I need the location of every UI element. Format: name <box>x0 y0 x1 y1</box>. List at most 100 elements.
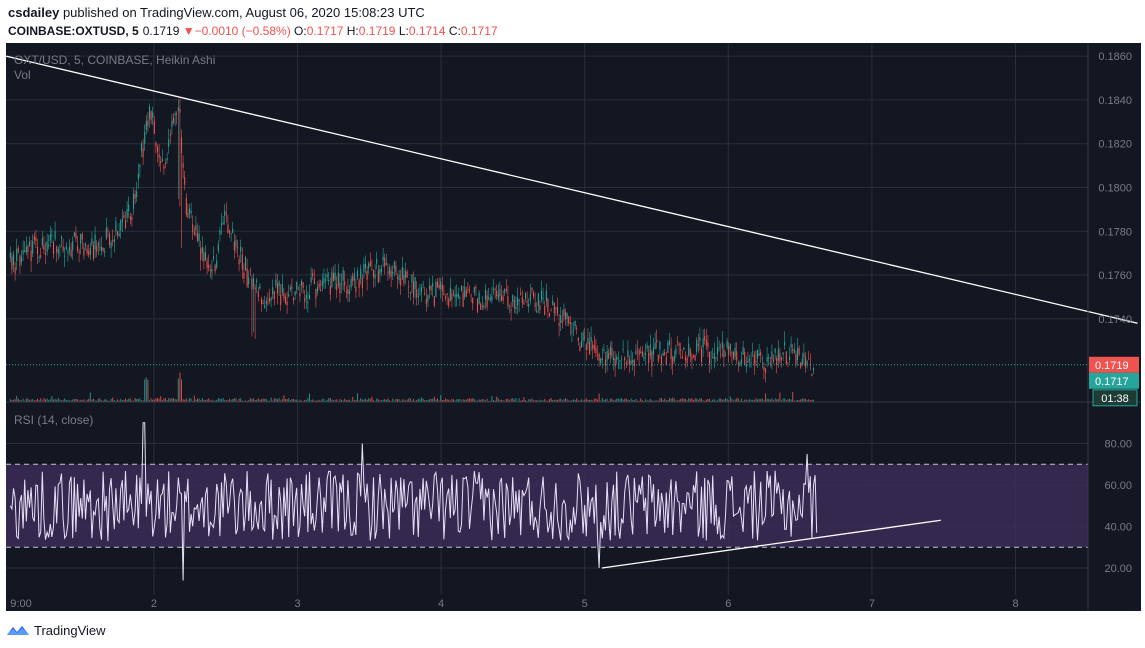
candle-body <box>432 283 434 287</box>
volume-bar <box>454 400 456 402</box>
volume-bar <box>704 400 706 402</box>
volume-bar <box>136 399 138 402</box>
volume-bar <box>46 398 48 402</box>
candle-body <box>409 292 411 294</box>
tradingview-brand[interactable]: TradingView <box>34 622 106 638</box>
main-pane-legend[interactable]: OXT/USD, 5, COINBASE, Heikin Ashi <box>14 53 215 67</box>
candle-body <box>617 358 619 360</box>
volume-bar <box>70 400 72 402</box>
candle-body <box>251 278 253 290</box>
volume-bar <box>456 399 458 402</box>
volume-bar <box>349 399 351 402</box>
volume-bar <box>38 400 40 402</box>
trendlines[interactable] <box>5 55 1138 569</box>
candle-body <box>774 348 776 353</box>
candle-body <box>366 270 368 280</box>
rsi-legend[interactable]: RSI (14, close) <box>14 413 93 427</box>
chart-header: csdailey published on TradingView.com, A… <box>8 4 1137 40</box>
time-axis[interactable] <box>6 595 1141 611</box>
volume-bar <box>211 399 213 402</box>
candle-body <box>97 242 99 247</box>
volume-bar <box>312 399 314 402</box>
volume-bar <box>286 399 288 402</box>
close-price-tag <box>1089 372 1139 389</box>
candle-body <box>20 256 23 263</box>
candle-body <box>572 330 575 332</box>
volume-bar <box>41 400 43 402</box>
candle-body <box>91 238 93 245</box>
candle-body <box>566 312 568 319</box>
volume-bar <box>749 399 751 402</box>
volume-bar <box>443 399 445 402</box>
candle-body <box>529 294 531 302</box>
volume-bar <box>651 400 653 402</box>
candle-body <box>376 258 378 264</box>
volume-bar <box>808 399 810 402</box>
candle-body <box>513 299 515 309</box>
candle-body <box>110 242 112 248</box>
volume-bar <box>539 399 541 402</box>
volume-bar <box>464 399 466 402</box>
candle-body <box>713 353 715 360</box>
volume-bar <box>270 397 272 402</box>
candle-body <box>646 345 648 349</box>
candle-body <box>28 241 31 247</box>
volume-bar <box>216 399 218 402</box>
time-tick-label: 2 <box>151 598 157 610</box>
volume-bar <box>40 398 42 402</box>
candle-body <box>40 255 42 257</box>
volume-bar <box>139 398 141 402</box>
candle-body <box>315 289 317 299</box>
candle-body <box>262 303 264 305</box>
time-tick-label: 9:00 <box>10 598 31 610</box>
author-name[interactable]: csdailey <box>8 5 60 20</box>
candle-body <box>94 234 96 250</box>
candle-body <box>684 356 687 361</box>
candle-body <box>331 271 333 287</box>
candle-body <box>404 271 407 278</box>
volume-bar <box>627 399 629 402</box>
volume-bar <box>512 398 514 402</box>
volume-bar <box>193 395 195 402</box>
volume-bar <box>145 377 147 402</box>
candle-body <box>209 269 211 271</box>
candle-body <box>396 277 399 279</box>
time-tick-label: 3 <box>294 598 300 610</box>
volume-bar <box>433 396 435 402</box>
volume-bar <box>160 396 162 402</box>
candle-body <box>344 281 346 286</box>
volume-bar <box>192 400 194 402</box>
candle-body <box>660 356 663 365</box>
volume-bar <box>333 400 335 402</box>
candle-body <box>793 349 795 354</box>
volume-bar <box>403 399 405 402</box>
volume-bar <box>334 399 336 402</box>
volume-bar <box>406 399 408 402</box>
volume-bar <box>293 399 295 402</box>
candle-body <box>44 253 47 255</box>
candle-body <box>436 281 439 288</box>
candle-body <box>726 340 728 348</box>
candle-body <box>776 358 778 365</box>
price-axis[interactable] <box>1088 43 1141 595</box>
candle-body <box>57 249 59 254</box>
chart-area[interactable]: 9:00 2 3 4 5 6 7 8 0.1860 0.1840 0.1820 0.1800 0.178… <box>0 40 1145 612</box>
volume-bar <box>104 399 106 402</box>
volume-legend[interactable]: Vol <box>14 68 31 82</box>
candle-body <box>104 251 106 253</box>
volume-bar <box>301 400 303 402</box>
candle-body <box>616 356 618 360</box>
candle-body <box>604 359 607 366</box>
volume-bar <box>171 398 173 402</box>
candle-body <box>731 352 733 354</box>
volume-bar <box>745 399 747 402</box>
volume-bar <box>635 399 637 402</box>
candle-body <box>584 336 586 338</box>
candle-body <box>129 216 131 220</box>
candle-body <box>17 247 19 253</box>
volume-bar <box>179 372 181 402</box>
candle-body <box>696 339 698 352</box>
tradingview-logo-icon[interactable] <box>6 623 30 637</box>
volume-bar <box>758 398 760 402</box>
candle-body <box>174 113 176 116</box>
